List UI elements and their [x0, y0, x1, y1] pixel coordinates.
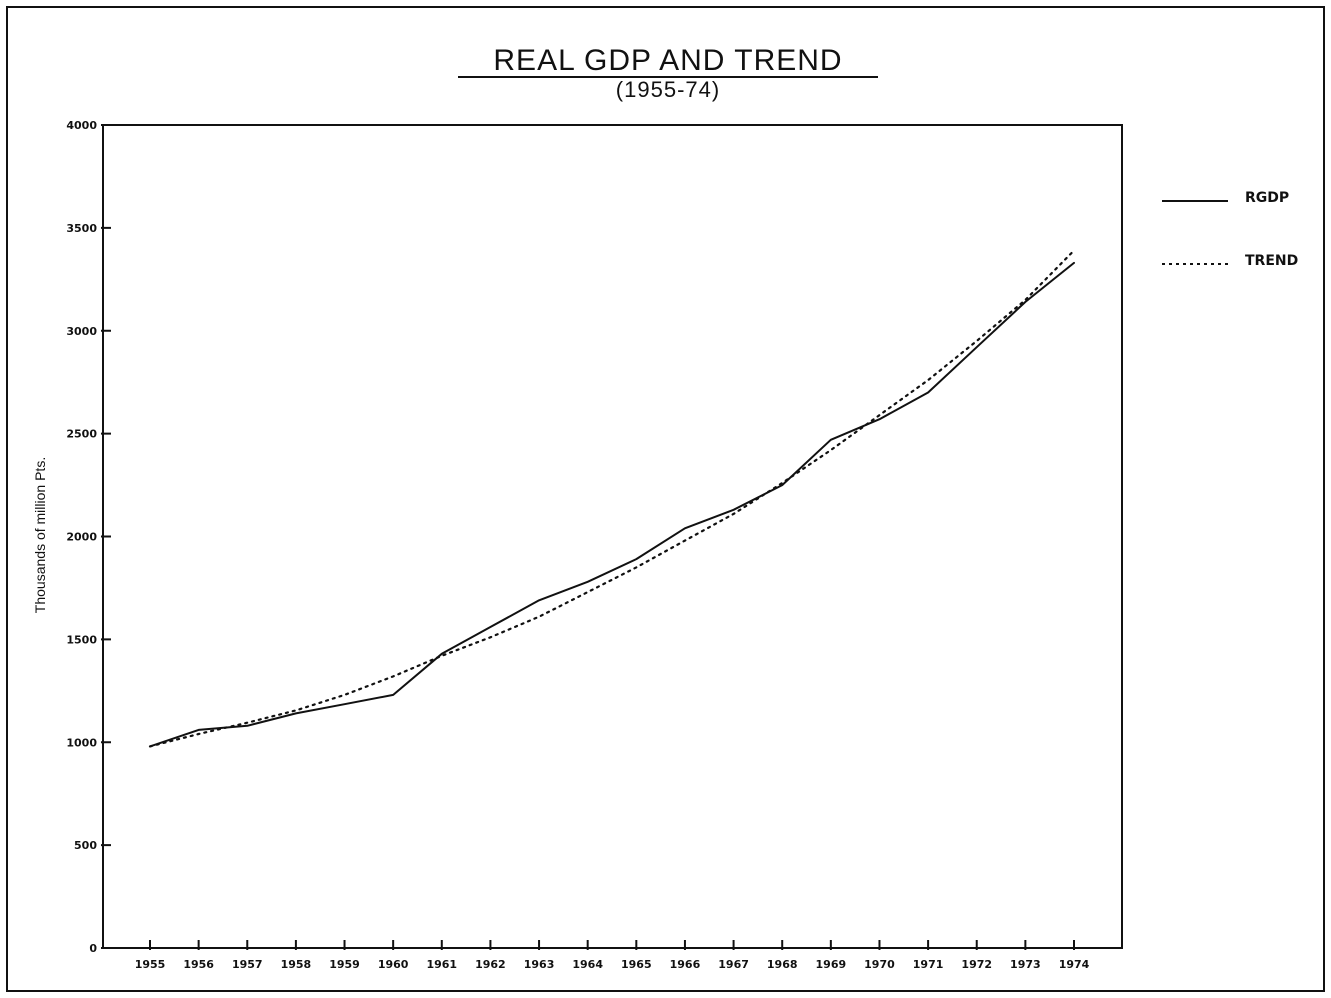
x-tick-label: 1956: [183, 958, 214, 971]
x-tick-label: 1965: [621, 958, 652, 971]
y-tick-label: 1500: [66, 633, 97, 646]
y-tick-label: 3000: [66, 325, 97, 338]
x-tick-label: 1968: [767, 958, 798, 971]
y-axis-ticks: 0 500 1000 1500 2000 2500 3000 3500 4000: [66, 119, 111, 955]
x-tick-label: 1972: [961, 958, 992, 971]
x-tick-label: 1959: [329, 958, 360, 971]
x-tick-label: 1963: [524, 958, 555, 971]
series-layer: [148, 249, 1076, 748]
chart-subtitle: (1955-74): [616, 77, 720, 102]
chart-title: REAL GDP AND TREND: [493, 44, 842, 77]
y-tick-label: 2000: [66, 531, 97, 544]
x-tick-label: 1957: [232, 958, 263, 971]
x-tick-label: 1960: [378, 958, 409, 971]
plot-area-border: [102, 124, 1123, 949]
x-tick-label: 1966: [670, 958, 701, 971]
x-axis-ticks: 1955 1956 1957 1958 1959 1960 1961 1962 1963 1964…: [135, 940, 1090, 971]
legend-label-rgdp: RGDP: [1245, 190, 1289, 206]
chart-frame: [6, 6, 1325, 992]
x-tick-label: 1962: [475, 958, 506, 971]
y-tick-label: 0: [89, 942, 97, 955]
x-tick-label: 1955: [135, 958, 166, 971]
y-tick-label: 500: [74, 839, 97, 852]
x-tick-label: 1958: [281, 958, 312, 971]
x-tick-label: 1970: [864, 958, 895, 971]
series-line-rgdp: [149, 261, 1075, 748]
series-line-trend: [148, 249, 1076, 748]
y-tick-label: 3500: [66, 222, 97, 235]
x-tick-label: 1967: [718, 958, 749, 971]
x-tick-label: 1974: [1059, 958, 1090, 971]
x-tick-label: 1971: [913, 958, 944, 971]
x-tick-label: 1964: [572, 958, 603, 971]
x-tick-label: 1961: [426, 958, 457, 971]
y-axis-label: Thousands of million Pts.: [32, 457, 48, 613]
x-tick-label: 1969: [816, 958, 847, 971]
legend-label-trend: TREND: [1245, 253, 1298, 269]
legend: RGDP TREND: [1162, 190, 1298, 269]
x-tick-label: 1973: [1010, 958, 1041, 971]
y-tick-label: 1000: [66, 736, 97, 749]
chart-title-group: REAL GDP AND TREND (1955-74): [458, 44, 878, 102]
y-tick-label: 2500: [66, 428, 97, 441]
y-tick-label: 4000: [66, 119, 97, 132]
